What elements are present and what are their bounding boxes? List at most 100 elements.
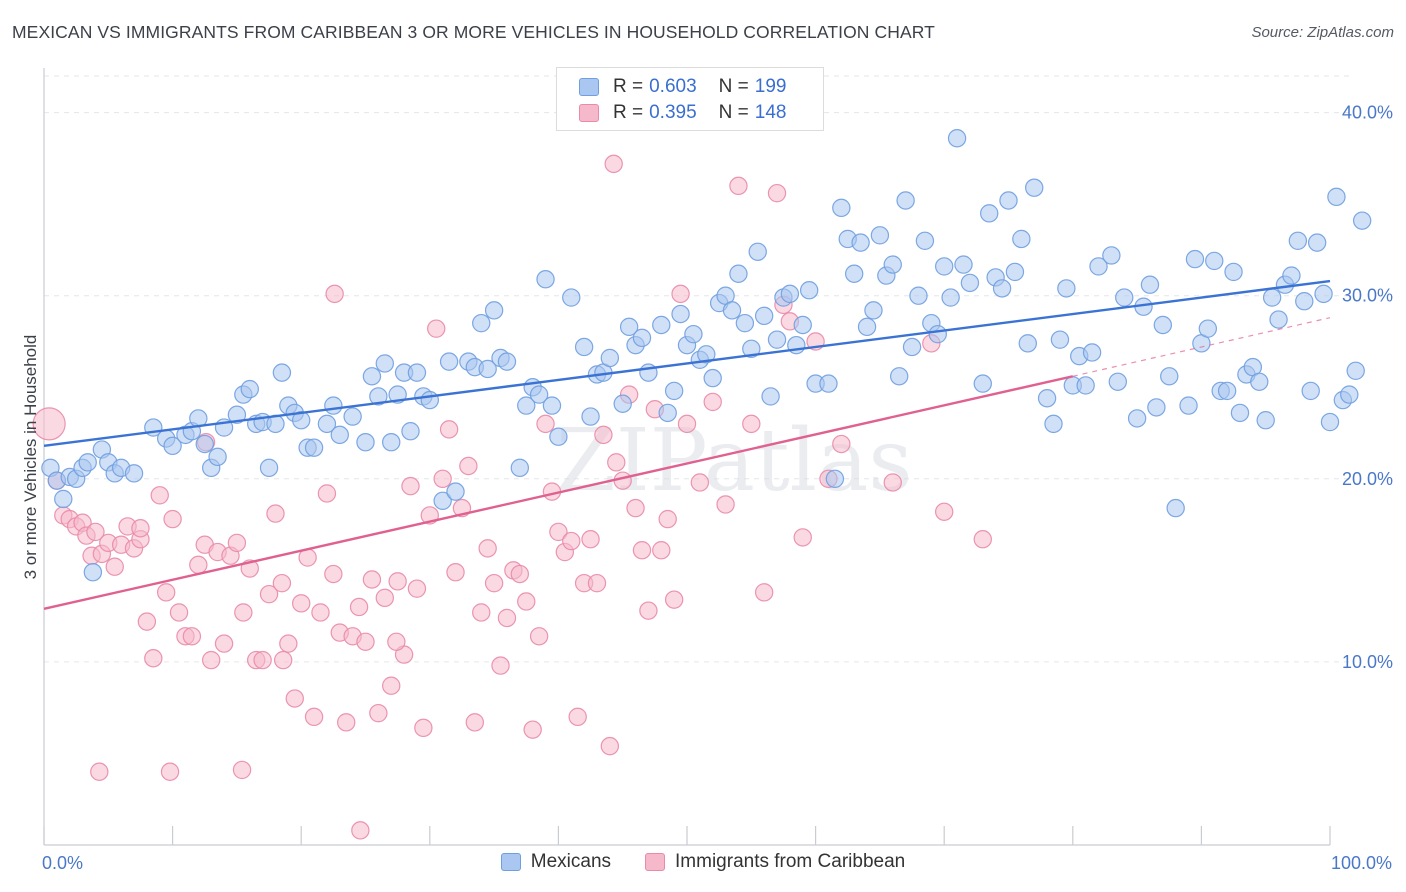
mexicans-point — [1352, 211, 1372, 230]
bottom-legend-label: Immigrants from Caribbean — [675, 851, 906, 872]
caribbean-point — [259, 584, 279, 604]
axes — [43, 68, 1331, 846]
mexicans-point — [761, 387, 780, 406]
mexicans-point — [992, 279, 1012, 298]
mexicans-point — [819, 374, 838, 393]
caribbean-point — [883, 473, 902, 492]
caribbean-point — [754, 583, 774, 602]
y-tick-label: 30.0% — [1342, 286, 1393, 306]
mexicans-point — [362, 367, 382, 386]
mexicans-point — [748, 242, 767, 261]
mexicans-point — [1217, 381, 1237, 401]
mexicans-point — [960, 273, 980, 293]
mexicans-point — [973, 374, 992, 393]
caribbean-point — [234, 603, 253, 622]
caribbean-point — [600, 736, 620, 756]
mexicans-point — [947, 129, 967, 148]
bottom-legend-caribbean: Immigrants from Caribbean — [645, 851, 905, 873]
mexicans-point — [1256, 411, 1275, 430]
mexicans-point — [1250, 372, 1269, 391]
mexicans-point — [1050, 330, 1070, 349]
mexicans-point — [208, 447, 227, 467]
mexicans-point — [870, 226, 890, 245]
bottom-legend: Mexicans Immigrants from Caribbean — [0, 851, 1406, 873]
y-tick-label: 40.0% — [1342, 103, 1393, 123]
mexicans-point — [613, 394, 632, 413]
caribbean-point — [90, 762, 109, 781]
caribbean-point — [767, 183, 787, 203]
caribbean-point — [465, 713, 485, 732]
mexicans-point — [549, 427, 568, 446]
caribbean-point — [401, 476, 420, 496]
caribbean-point — [639, 601, 658, 620]
source-label: Source: ZipAtlas.com — [1251, 24, 1394, 41]
caribbean-point — [549, 522, 568, 542]
chart-title: MEXICAN VS IMMIGRANTS FROM CARIBBEAN 3 O… — [12, 22, 935, 42]
caribbean-trend-line — [43, 375, 1074, 610]
mexicans-point — [1205, 251, 1224, 271]
caribbean-point — [272, 573, 292, 593]
mexicans-point — [369, 387, 388, 406]
caribbean-point — [658, 509, 677, 529]
mexicans-point — [1160, 367, 1179, 386]
caribbean-point — [446, 562, 465, 582]
caribbean-point — [478, 539, 497, 558]
legend-r-value: 0.603 — [649, 76, 697, 97]
y-axis-label: 3 or more Vehicles in Household — [21, 335, 40, 580]
mexicans-point — [375, 354, 394, 373]
y-tick-label: 10.0% — [1342, 652, 1393, 672]
legend-swatch-mexicans — [579, 78, 599, 96]
legend-n-label: N = — [718, 76, 749, 97]
mexicans-point — [1044, 414, 1063, 434]
mexicans-point — [1269, 310, 1288, 329]
caribbean-point — [362, 570, 382, 589]
caribbean-point — [407, 579, 427, 598]
mexicans-point — [1301, 381, 1320, 401]
mexicans-point — [883, 255, 902, 274]
legend-n-value: 148 — [754, 102, 787, 123]
caribbean-point — [279, 634, 298, 653]
caribbean-point — [324, 564, 343, 584]
mexicans-point — [529, 385, 549, 404]
mexicans-point — [1102, 246, 1121, 265]
mexicans-point — [780, 284, 800, 304]
caribbean-point — [472, 603, 491, 622]
mexicans-point — [562, 288, 581, 307]
caribbean-point — [150, 486, 169, 505]
mexicans-point — [497, 352, 517, 371]
caribbean-point — [613, 471, 632, 490]
caribbean-point — [317, 484, 337, 503]
mexicans-point — [259, 458, 279, 478]
mexicans-point — [915, 231, 935, 250]
caribbean-point — [349, 597, 369, 617]
mexicans-point — [1262, 288, 1282, 307]
legend-row-caribbean: R = 0.395 N = 148 — [579, 101, 786, 125]
caribbean-point — [716, 495, 735, 514]
legend-r-label: R = — [613, 102, 644, 123]
caribbean-point — [266, 504, 285, 523]
mexicans-point — [1082, 343, 1102, 362]
mexicans-point — [1320, 412, 1340, 432]
y-tick-label: 20.0% — [1342, 469, 1393, 489]
mexicans-point — [619, 317, 639, 337]
caribbean-point — [144, 649, 163, 668]
x-tick-label: 0.0% — [42, 853, 83, 873]
mexicans-point — [1198, 319, 1218, 338]
caribbean-point — [232, 760, 252, 780]
legend-swatch-caribbean — [579, 104, 599, 122]
mexicans-point — [581, 407, 600, 426]
mexicans-point — [1282, 266, 1301, 285]
mexicans-point — [356, 432, 375, 452]
mexicans-point — [735, 313, 755, 333]
caribbean-point — [832, 434, 851, 454]
caribbean-point — [131, 519, 150, 538]
mexicans-point — [941, 288, 960, 307]
caribbean-point — [105, 557, 124, 576]
caribbean-point — [304, 707, 324, 727]
mexicans-point — [1295, 292, 1314, 311]
mexicans-point — [896, 191, 915, 210]
caribbean-point — [690, 473, 710, 492]
mexicans-point — [832, 198, 851, 218]
mexicans-point — [1037, 389, 1057, 408]
